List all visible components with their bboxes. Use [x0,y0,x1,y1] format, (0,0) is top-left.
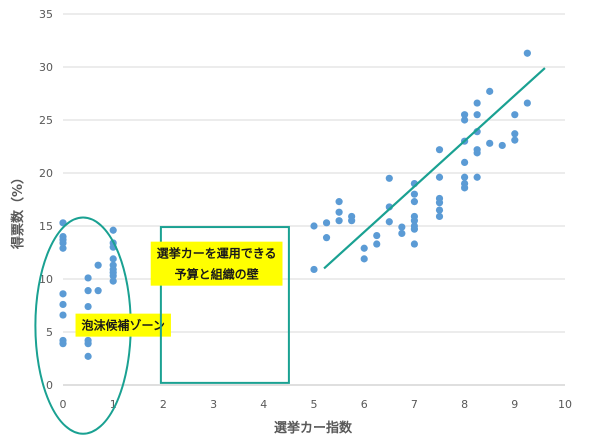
data-point [59,290,67,298]
data-point [109,277,117,285]
budget-wall-box [159,226,290,384]
x-axis-title: 選挙カー指数 [274,420,353,436]
x-tick-label: 7 [411,398,418,411]
y-tick-label: 20 [39,167,53,180]
data-point [461,158,469,166]
data-point [410,240,418,248]
data-point [109,226,117,234]
data-point [348,217,356,225]
annotation-text: 選挙カーを運用できる [157,246,277,261]
data-point [59,311,67,319]
data-point [373,231,381,240]
data-point [473,111,481,119]
data-point [84,287,92,295]
data-points [59,49,531,360]
data-point [373,240,381,248]
data-point [473,173,481,181]
data-point [486,139,494,147]
data-point [322,234,331,242]
y-tick-label: 0 [46,379,53,392]
data-point [360,244,368,252]
data-point [461,116,469,124]
data-point [498,141,506,150]
x-axis-ticks: 0 1 2 3 4 5 6 7 8 9 10 [60,398,573,411]
y-tick-label: 15 [39,220,53,233]
data-point [84,340,92,348]
data-point [523,49,531,57]
data-point [109,272,117,280]
x-tick-label: 6 [361,398,368,411]
x-tick-label: 2 [160,398,167,411]
data-point [398,223,406,231]
data-point [461,173,469,181]
data-point [322,219,331,227]
data-point [435,212,444,221]
annotation-text: 予算と組織の壁 [175,267,259,282]
data-point [410,225,418,233]
data-point [59,244,67,252]
y-tick-label: 35 [39,8,53,21]
data-point [435,199,444,207]
x-tick-label: 8 [461,398,468,411]
data-point [94,261,102,269]
data-point [410,198,418,206]
data-point [385,174,393,182]
data-point [410,217,418,225]
data-point [473,149,481,157]
label-highlight [75,313,171,337]
data-point [461,111,469,119]
data-point [511,130,519,138]
label-highlight [150,241,283,286]
bubble-zone-label: 泡沫候補ゾーン [75,313,171,337]
trendline-layer [323,67,546,270]
data-point [59,300,67,309]
data-point [398,229,406,238]
data-point [360,255,368,263]
data-point [410,190,418,198]
y-axis-ticks: 0 5 10 15 20 25 30 35 [39,8,53,392]
trendline [323,67,546,270]
data-point [310,222,318,230]
data-point [59,340,67,348]
data-point [335,198,343,206]
data-point [84,302,92,311]
data-point [94,287,102,295]
x-tick-label: 1 [110,398,117,411]
data-point [335,208,343,216]
y-tick-label: 5 [46,326,53,339]
x-tick-label: 9 [511,398,518,411]
data-point [84,274,92,282]
data-point [435,173,444,181]
data-point [473,99,481,107]
data-point [511,136,519,144]
data-point [486,87,494,95]
x-tick-label: 4 [260,398,267,411]
data-point [109,255,117,263]
data-point [435,206,444,214]
data-point [435,146,444,154]
data-point [310,265,318,274]
data-point [385,218,393,226]
x-tick-label: 0 [60,398,67,411]
y-tick-label: 25 [39,114,53,127]
y-tick-label: 30 [39,61,53,74]
x-tick-label: 10 [558,398,572,411]
data-point [335,217,343,225]
data-point [511,111,519,119]
data-point [523,99,531,107]
x-tick-label: 5 [311,398,318,411]
x-tick-label: 3 [210,398,217,411]
data-point [84,352,92,360]
y-axis-title: 得票数（%） [10,171,26,250]
annotation-text: 泡沫候補ゾーン [82,318,165,333]
data-point [461,184,469,192]
y-tick-label: 10 [39,273,53,286]
data-point [59,239,67,247]
